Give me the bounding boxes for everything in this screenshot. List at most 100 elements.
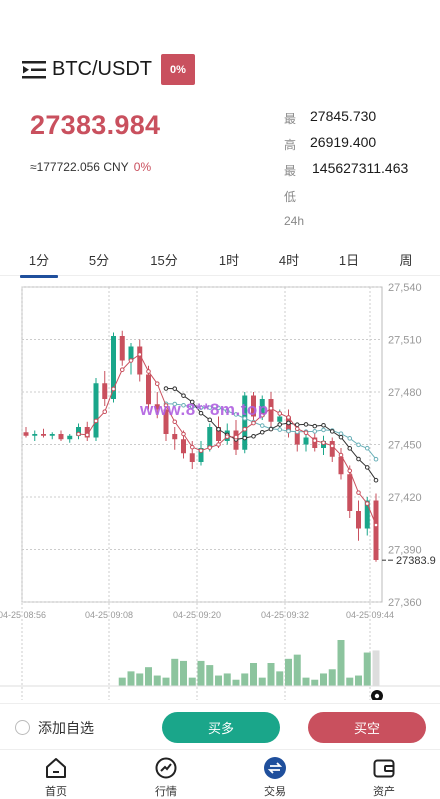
ma3-point [364, 445, 370, 451]
nav-market[interactable]: 行情 [136, 756, 196, 799]
buy-short-button[interactable]: 买空 [308, 712, 426, 743]
ma1-point [277, 411, 283, 416]
tab-4h[interactable]: 4时 [278, 253, 300, 268]
watermark: www.8**8m.top [140, 400, 269, 419]
ma3-point [356, 442, 361, 448]
ma3-point [286, 428, 291, 434]
volume-bar [223, 673, 231, 686]
favorite-checkbox[interactable] [15, 720, 30, 735]
ma1-point [259, 412, 265, 418]
candle-body [277, 416, 283, 422]
ma1-point [294, 426, 300, 432]
tab-1h[interactable]: 1时 [218, 253, 240, 268]
volume-bar [215, 675, 222, 686]
candle-body [154, 404, 160, 410]
ma1-point [163, 403, 169, 408]
ma3-point [198, 405, 204, 410]
x-tick-label: 04-25 09:20 [173, 610, 221, 620]
kline-chart[interactable]: 27,540 27,510 27,480 27,450 27,420 27,390 27,3… [0, 280, 440, 700]
y-tick-label: 27,390 [388, 545, 422, 557]
ma2-point [303, 422, 309, 427]
candle-body [373, 500, 379, 560]
active-tab-indicator [20, 275, 58, 278]
nav-assets[interactable]: 资产 [354, 756, 414, 799]
candle-body [251, 395, 256, 417]
high-label-second: 高 [284, 138, 297, 152]
ma1-point [207, 445, 213, 450]
volume-bar [311, 679, 319, 686]
ma1-point [146, 369, 151, 374]
ma1-point [347, 468, 353, 474]
tab-15m[interactable]: 15分 [150, 253, 178, 268]
volume-bar [153, 675, 161, 686]
tab-1m[interactable]: 1分 [28, 253, 50, 268]
volume-bar [197, 660, 205, 686]
candle-body [338, 456, 344, 475]
tab-5m[interactable]: 5分 [88, 253, 110, 268]
ma1-point [224, 434, 230, 439]
trade-exchange-icon [264, 757, 286, 779]
last-price: 27383.984 [30, 110, 161, 140]
ma1-point [189, 444, 195, 450]
candle-body [32, 434, 38, 436]
ma2-point [163, 386, 169, 391]
volume-bar [136, 673, 144, 686]
high-value: 27845.730 [310, 108, 377, 124]
volume-bar [320, 673, 327, 686]
y-tick-label: 27,450 [388, 440, 422, 452]
candle-body [198, 448, 204, 462]
tab-1d[interactable]: 1日 [338, 253, 360, 268]
low-value: 26919.400 [310, 134, 377, 150]
candle-body [49, 434, 55, 436]
low-label-second: 低 [284, 190, 297, 204]
ma1-point [329, 443, 335, 449]
pair-header: BTC/USDT 0% [0, 50, 440, 90]
cny-value-row: ≈177722.056 CNY 0% [30, 160, 151, 174]
candle-body [58, 434, 64, 440]
ma2-point [216, 426, 221, 432]
volume-bar [180, 660, 187, 686]
volume-bar [363, 652, 371, 686]
ma1-point [373, 522, 379, 528]
volume-label: 24h [284, 214, 305, 228]
cny-change: 0% [133, 160, 152, 174]
ma1-point [111, 386, 116, 392]
nav-trade[interactable]: 交易 [245, 756, 305, 799]
ma1-point [312, 438, 318, 443]
favorite-label[interactable]: 添加自选 [38, 720, 94, 736]
wallet-icon [373, 759, 395, 778]
volume-bar [241, 673, 249, 686]
ma1-point [181, 431, 186, 437]
pair-title[interactable]: BTC/USDT [52, 58, 152, 80]
ma1-point [128, 358, 134, 363]
candle-body [102, 383, 108, 399]
tab-week[interactable]: 周 [399, 253, 413, 268]
ma2-point [364, 465, 370, 470]
candle-body [207, 427, 213, 448]
ma3-point [312, 429, 318, 434]
period-tabs: 1分 5分 15分 1时 4时 1日 周 [0, 240, 440, 278]
ma1-point [286, 415, 291, 420]
ma1-point [364, 501, 370, 506]
candle-body [181, 439, 186, 454]
ma1-point [242, 426, 248, 432]
ma2-point [242, 435, 248, 441]
y-tick-label: 27,420 [388, 492, 422, 504]
candle-body [294, 432, 300, 445]
volume-bar [145, 667, 152, 686]
market-chart-icon [155, 757, 177, 779]
ma2-point [294, 422, 300, 428]
candle-body [364, 500, 370, 529]
nav-home[interactable]: 首页 [26, 756, 86, 799]
ma1-point [233, 434, 239, 440]
y-tick-label: 27,360 [388, 597, 422, 609]
ma1-point [172, 419, 178, 425]
candle-body [41, 434, 46, 436]
ma1-point [76, 431, 81, 437]
candle-body [163, 409, 169, 434]
bottom-nav: 首页 行情 交易 资产 [0, 749, 440, 799]
volume-bar [171, 658, 179, 686]
menu-icon[interactable] [22, 58, 46, 82]
buy-long-button[interactable]: 买多 [162, 712, 280, 743]
ma2-point [259, 429, 265, 435]
